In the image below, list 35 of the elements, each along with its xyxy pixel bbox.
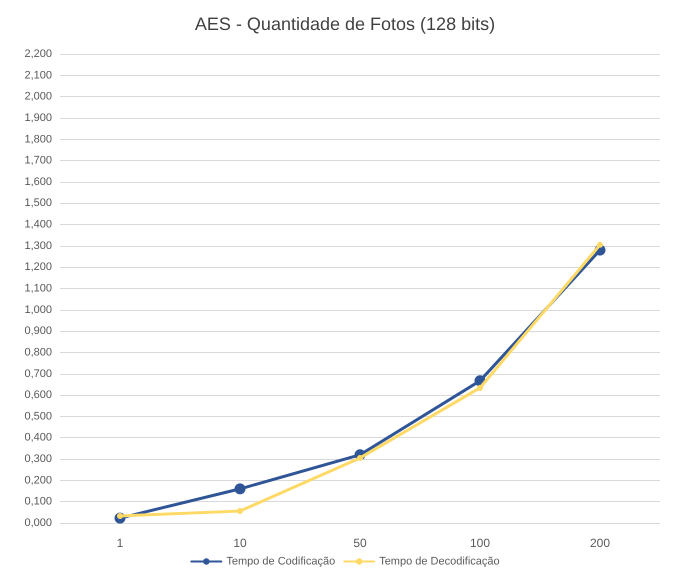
y-tick-label: 0,300 <box>24 453 52 466</box>
y-tick-label: 1,000 <box>24 304 52 316</box>
x-tick-label: 10 <box>233 536 247 550</box>
y-tick-label: 0,400 <box>24 432 52 444</box>
y-tick-label: 0,500 <box>24 410 52 422</box>
y-tick-label: 0,100 <box>24 496 52 508</box>
y-tick-label: 0,200 <box>24 474 52 486</box>
y-tick-label: 2,000 <box>24 90 52 103</box>
y-tick-label: 1,600 <box>24 176 52 188</box>
y-tick-label: 0,000 <box>24 517 52 529</box>
y-tick-label: 1,700 <box>24 154 52 167</box>
legend-label: Tempo de Codificação <box>226 556 336 568</box>
y-tick-label: 1,800 <box>24 133 52 146</box>
point <box>237 508 243 514</box>
y-tick-label: 0,900 <box>24 325 52 338</box>
y-tick-label: 0,600 <box>24 389 52 402</box>
y-tick-label: 2,200 <box>24 48 52 60</box>
y-tick-label: 1,100 <box>24 282 52 294</box>
point <box>477 384 483 391</box>
y-tick-label: 1,900 <box>24 112 52 124</box>
y-tick-label: 0,700 <box>24 368 52 380</box>
x-tick-label: 100 <box>470 536 490 550</box>
y-tick-label: 1,300 <box>24 240 52 252</box>
point <box>234 483 246 494</box>
x-tick-label: 200 <box>590 536 610 550</box>
chart-title: AES - Quantidade de Fotos (128 bits) <box>194 14 496 34</box>
y-tick-label: 2,100 <box>24 69 52 82</box>
x-tick-label: 1 <box>116 536 124 550</box>
y-tick-label: 1,400 <box>24 218 52 231</box>
y-tick-label: 0,800 <box>24 346 52 358</box>
y-tick-label: 1,500 <box>24 197 52 210</box>
y-tick-label: 1,200 <box>24 261 52 274</box>
legend-label: Tempo de Decodificação <box>379 556 500 568</box>
point <box>597 242 603 248</box>
x-tick-label: 50 <box>353 536 367 550</box>
